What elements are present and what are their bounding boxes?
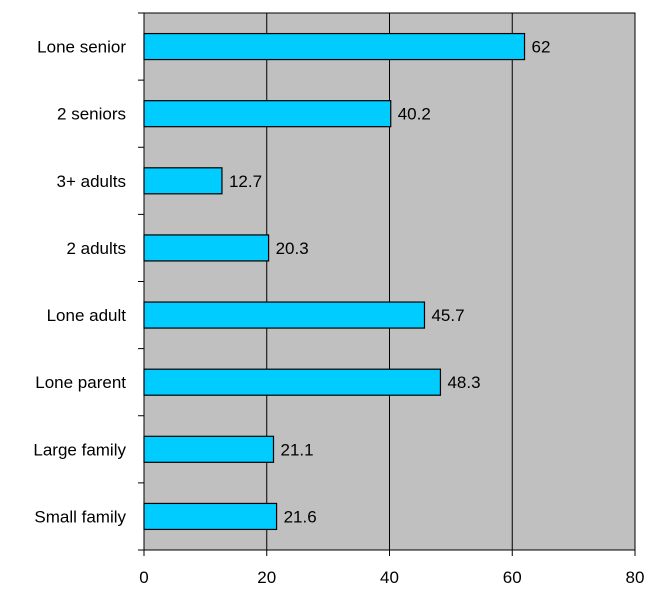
value-label: 40.2 [398, 105, 431, 124]
value-label: 48.3 [447, 373, 480, 392]
value-labels: 62 40.2 12.7 20.3 45.7 48.3 21.1 21.6 [229, 38, 551, 527]
x-tick-label: 20 [257, 568, 276, 587]
bar-large-family [143, 435, 275, 463]
category-label: 2 adults [66, 239, 126, 258]
value-label: 45.7 [431, 306, 464, 325]
value-label: 62 [532, 38, 551, 57]
bar-small-family [143, 502, 278, 531]
category-label: Large family [33, 440, 126, 459]
bar-2-seniors [143, 100, 392, 128]
x-tick-label: 80 [626, 568, 645, 587]
category-label: Lone adult [47, 306, 127, 325]
value-label: 21.6 [284, 507, 317, 526]
bar-lone-adult [143, 301, 426, 329]
x-tick-label: 60 [503, 568, 522, 587]
bar-lone-parent [143, 368, 442, 396]
category-label: Lone parent [35, 373, 126, 392]
bar-3-adults [143, 167, 223, 195]
category-label: Small family [34, 507, 126, 526]
value-label: 20.3 [276, 239, 309, 258]
category-label: 3+ adults [57, 172, 126, 191]
x-tick-label: 0 [139, 568, 148, 587]
bar-2-adults [143, 234, 270, 262]
value-label: 21.1 [281, 440, 314, 459]
bar-lone-senior [143, 32, 526, 61]
category-label: 2 seniors [57, 105, 126, 124]
category-label: Lone senior [37, 38, 126, 57]
x-tick-label: 40 [380, 568, 399, 587]
axes: Lone senior 2 seniors 3+ adults 2 adults Lon… [33, 12, 645, 587]
bars [143, 32, 526, 531]
value-label: 12.7 [229, 172, 262, 191]
